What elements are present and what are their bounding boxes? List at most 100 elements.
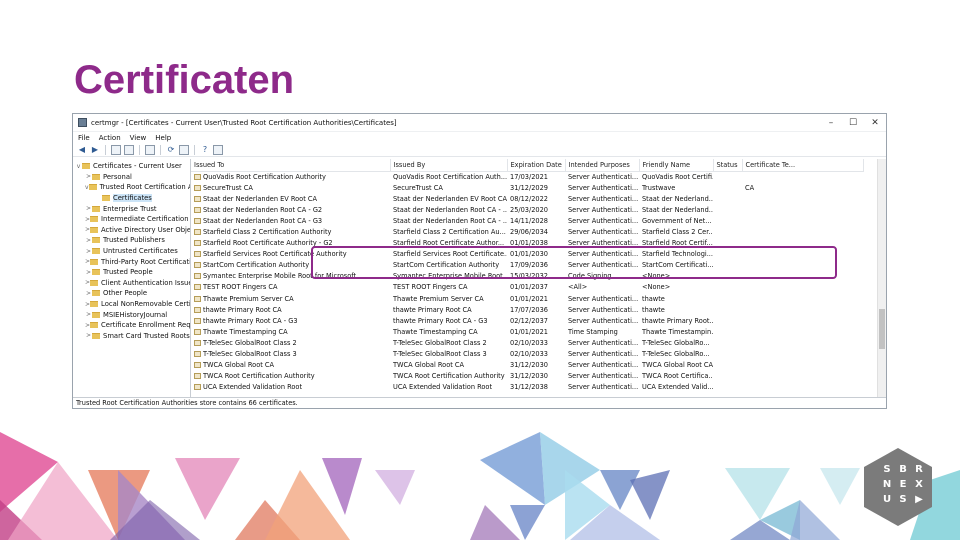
table-row[interactable]: TWCA Global Root CA TWCA Global Root CA 31… [191, 360, 863, 371]
tree-item[interactable]: > Trusted People [73, 267, 190, 278]
folder-icon [92, 332, 100, 339]
menu-action[interactable]: Action [98, 133, 121, 142]
chevron-right-icon[interactable]: > [85, 279, 91, 287]
table-row[interactable]: T-TeleSec GlobalRoot Class 3 T-TeleSec Gl… [191, 349, 863, 360]
tree-item[interactable]: > Certificate Enrollment Reque [73, 320, 190, 331]
cell-text: StartCom Certificati... [642, 261, 713, 270]
menu-help[interactable]: Help [155, 133, 172, 142]
table-row[interactable]: thawte Primary Root CA thawte Primary Roo… [191, 304, 863, 315]
export-icon[interactable] [179, 144, 189, 155]
chevron-down-icon[interactable]: v [85, 183, 89, 191]
chevron-right-icon[interactable]: > [85, 226, 91, 234]
tree-item[interactable]: v Certificates - Current User [73, 161, 190, 172]
back-arrow-icon[interactable]: ◀ [78, 145, 86, 154]
scrollbar-thumb[interactable] [879, 309, 885, 349]
tree-item[interactable]: > MSIEHistoryJournal [73, 309, 190, 320]
show-tree-icon[interactable] [124, 144, 134, 155]
cell-text: Server Authenticati... [568, 183, 639, 192]
table-row[interactable]: Thawte Premium Server CA Thawte Premium S… [191, 293, 863, 304]
tree-item[interactable]: > Client Authentication Issuers [73, 278, 190, 289]
table-cell [713, 215, 742, 226]
chevron-right-icon[interactable]: > [85, 173, 92, 181]
table-cell [742, 349, 863, 360]
cell-text: 29/06/2034 [510, 228, 549, 237]
tree-item[interactable]: > Personal [73, 172, 190, 183]
chevron-right-icon[interactable]: > [85, 289, 92, 297]
tree-item[interactable]: > Intermediate Certification Au [73, 214, 190, 225]
column-header[interactable]: Expiration Date [507, 159, 566, 172]
tree-item-label: Third-Party Root Certification [101, 257, 191, 266]
tree-item[interactable]: > Local NonRemovable Certific [73, 299, 190, 310]
table-row[interactable]: Staat der Nederlanden Root CA - G3 Staat … [191, 215, 863, 226]
tree-item[interactable]: > Untrusted Certificates [73, 246, 190, 257]
close-button[interactable]: ✕ [871, 117, 879, 128]
table-row[interactable]: Symantec Enterprise Mobile Root for Micr… [191, 271, 863, 282]
column-header[interactable]: Intended Purposes [565, 159, 640, 172]
menu-view[interactable]: View [129, 133, 147, 142]
table-row[interactable]: QuoVadis Root Certification Authority Quo… [191, 171, 863, 182]
table-row[interactable]: TEST ROOT Fingers CA TEST ROOT Fingers CA… [191, 282, 863, 293]
chevron-right-icon[interactable]: > [85, 215, 91, 223]
chevron-right-icon[interactable]: > [85, 268, 92, 276]
cell-text: thawte Primary Root CA [393, 305, 472, 314]
chevron-right-icon[interactable]: > [85, 205, 92, 213]
vertical-scrollbar[interactable] [877, 159, 886, 398]
chevron-right-icon[interactable]: > [85, 311, 92, 319]
menu-file[interactable]: File [78, 133, 90, 142]
tree-item[interactable]: > Other People [73, 288, 190, 299]
chevron-down-icon[interactable]: v [76, 162, 81, 170]
cell-text: TWCA Root Certification Authority [203, 372, 315, 381]
cell-text: 17/09/2036 [510, 261, 549, 270]
table-cell: Starfield Class 2 Cer... [639, 226, 713, 237]
table-row[interactable]: TWCA Root Certification Authority TWCA Ro… [191, 371, 863, 382]
refresh-icon[interactable]: ⟳ [167, 145, 175, 154]
cell-text: T-TeleSec GlobalRoot Class 2 [203, 338, 297, 347]
table-row[interactable]: Staat der Nederlanden Root CA - G2 Staat … [191, 204, 863, 215]
table-cell: SecureTrust CA [390, 182, 507, 193]
table-row[interactable]: UCA Extended Validation Root UCA Extended… [191, 382, 863, 393]
table-cell: 14/11/2028 [507, 215, 565, 226]
table-row[interactable]: Starfield Services Root Certificate Auth… [191, 249, 863, 260]
table-cell: 01/01/2021 [507, 293, 565, 304]
chevron-right-icon[interactable]: > [85, 247, 92, 255]
chevron-right-icon[interactable]: > [85, 258, 91, 266]
up-folder-icon[interactable] [111, 144, 121, 155]
tree-item[interactable]: v Trusted Root Certification Au [73, 182, 190, 193]
table-row[interactable]: StartCom Certification Authority StartCom… [191, 260, 863, 271]
tree-item[interactable]: > Trusted Publishers [73, 235, 190, 246]
table-cell [713, 171, 742, 182]
table-row[interactable]: Staat der Nederlanden EV Root CA Staat de… [191, 193, 863, 204]
tree-item[interactable]: > Active Directory User Object [73, 225, 190, 236]
column-header[interactable]: Issued To [191, 159, 391, 172]
forward-arrow-icon[interactable]: ▶ [91, 145, 99, 154]
column-header[interactable]: Certificate Te... [742, 159, 864, 172]
table-row[interactable]: SecureTrust CA SecureTrust CA 31/12/2029 Se… [191, 182, 863, 193]
tree-item[interactable]: > Enterprise Trust [73, 203, 190, 214]
maximize-button[interactable]: ☐ [848, 117, 858, 128]
column-header[interactable]: Status [713, 159, 743, 172]
chevron-right-icon[interactable]: > [85, 321, 91, 329]
properties-icon[interactable] [145, 144, 155, 155]
chevron-right-icon[interactable]: > [85, 300, 91, 308]
tree-item[interactable]: > Smart Card Trusted Roots [73, 331, 190, 342]
minimize-button[interactable]: – [828, 117, 834, 128]
table-cell [742, 371, 863, 382]
table-row[interactable]: Starfield Root Certificate Authority - G… [191, 238, 863, 249]
cell-text: Starfield Services Root Certificate Auth… [203, 250, 347, 259]
mmc-icon[interactable] [213, 144, 223, 155]
column-header[interactable]: Issued By [390, 159, 508, 172]
cell-text: 31/12/2029 [510, 183, 549, 192]
table-row[interactable]: Thawte Timestamping CA Thawte Timestampin… [191, 326, 863, 337]
table-cell: 01/01/2030 [507, 249, 565, 260]
table-row[interactable]: Starfield Class 2 Certification Authorit… [191, 226, 863, 237]
tree-item[interactable]: > Third-Party Root Certification [73, 256, 190, 267]
chevron-right-icon[interactable]: > [85, 236, 92, 244]
table-cell [742, 315, 863, 326]
tree-item[interactable]: Certificates [73, 193, 190, 204]
column-header[interactable]: Friendly Name [639, 159, 714, 172]
table-row[interactable]: T-TeleSec GlobalRoot Class 2 T-TeleSec Gl… [191, 337, 863, 348]
help-icon[interactable]: ? [202, 145, 208, 154]
content-panes: v Certificates - Current User > Personal v Tr… [73, 159, 886, 398]
chevron-right-icon[interactable]: > [85, 332, 92, 340]
table-row[interactable]: thawte Primary Root CA - G3 thawte Primar… [191, 315, 863, 326]
